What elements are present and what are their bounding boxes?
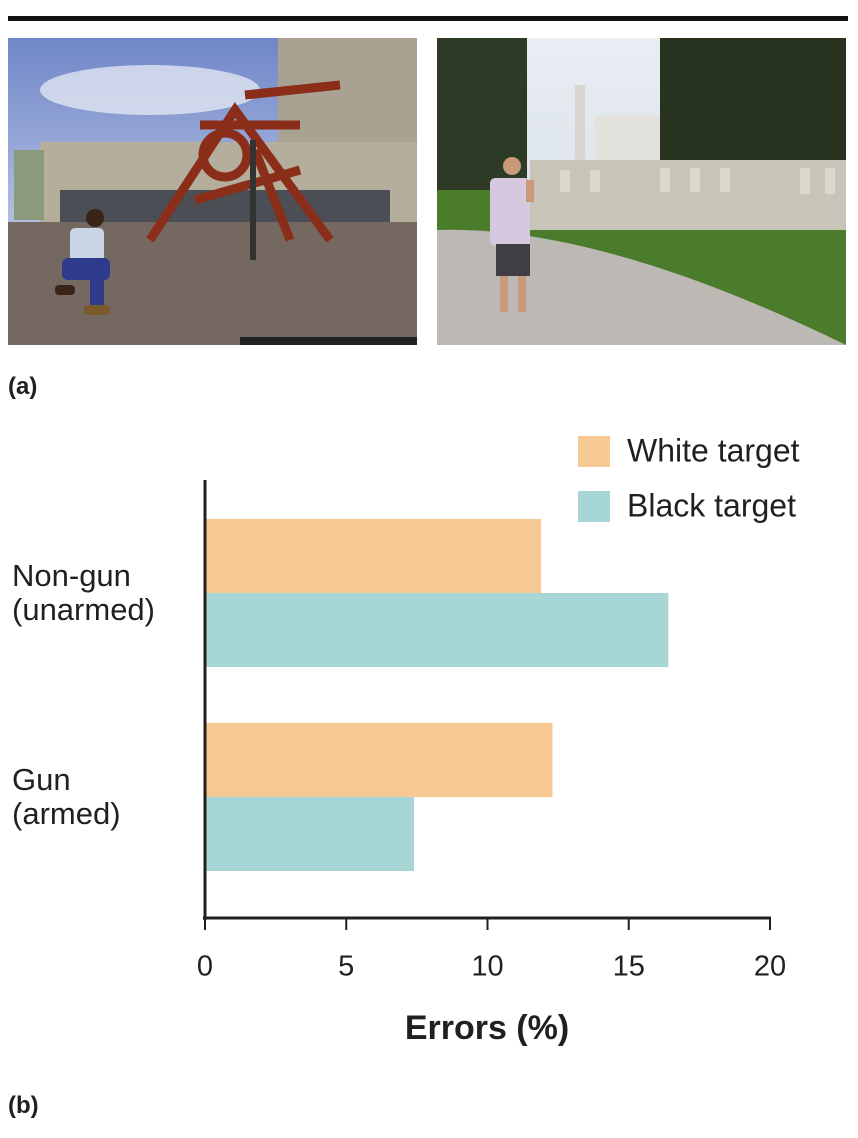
top-rule bbox=[8, 16, 848, 21]
chart: Errors (%) 0 5 10 15 20 White target Black tar… bbox=[197, 432, 800, 1047]
bar bbox=[205, 723, 553, 797]
person bbox=[490, 157, 534, 312]
x-axis-label: Errors (%) bbox=[405, 1009, 569, 1047]
legend-label: Black target bbox=[627, 487, 796, 523]
x-tick-label: 20 bbox=[754, 951, 786, 983]
legend-label: White target bbox=[627, 432, 800, 468]
panel-label: (a) bbox=[8, 373, 38, 400]
photo-left bbox=[8, 38, 417, 345]
y-tick-label: Non-gun (unarmed) bbox=[12, 558, 155, 627]
person bbox=[55, 209, 110, 315]
panel-label: (b) bbox=[8, 1092, 39, 1119]
bar bbox=[205, 519, 542, 593]
photo-right bbox=[437, 38, 846, 345]
x-tick-label: 15 bbox=[613, 951, 645, 983]
bar bbox=[205, 797, 415, 871]
x-tick-label: 10 bbox=[471, 951, 503, 983]
y-tick-label: Gun (armed) bbox=[12, 762, 121, 831]
x-tick-label: 5 bbox=[338, 951, 354, 983]
legend-swatch bbox=[578, 491, 610, 522]
x-tick-label: 0 bbox=[197, 951, 213, 983]
bar bbox=[205, 593, 669, 667]
legend-swatch bbox=[578, 436, 610, 467]
